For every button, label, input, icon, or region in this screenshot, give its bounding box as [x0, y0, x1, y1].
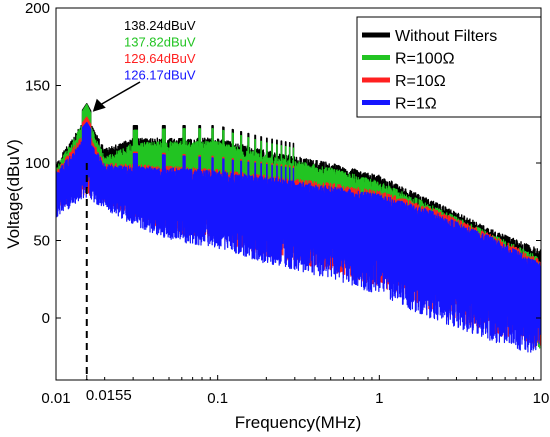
x-tick-label-2: 0.1 [207, 390, 228, 407]
legend-label-0: Without Filters [395, 28, 497, 45]
x-tick-label-4: 10 [533, 390, 550, 407]
annotation-value-2: 129.64dBuV [124, 51, 196, 66]
x-tick-label-1: 0.0155 [86, 387, 132, 404]
annotation-value-1: 137.82dBuV [124, 35, 196, 50]
y-tick-label-4: 200 [25, 0, 50, 17]
plot-frame [55, 7, 542, 381]
y-axis-title: Voltage(dBuV) [4, 139, 23, 249]
y-tick-label-0: 0 [42, 310, 50, 327]
annotation-arrow-shaft [98, 81, 141, 107]
legend: Without Filters R=100Ω R=10Ω R=1Ω [356, 16, 542, 118]
y-tick-label-2: 100 [25, 155, 50, 172]
x-axis-title: Frequency(MHz) [235, 413, 362, 432]
annotation-value-3: 126.17dBuV [124, 68, 196, 83]
y-tick-label-3: 150 [25, 78, 50, 95]
ticks-layer: 0 50 100 150 200 0.01 0.0155 0.1 1 10 [25, 0, 549, 407]
legend-label-1: R=100Ω [395, 51, 455, 68]
legend-label-2: R=10Ω [395, 73, 446, 90]
y-tick-label-1: 50 [33, 233, 50, 250]
x-tick-label-0: 0.01 [41, 390, 70, 407]
x-tick-label-3: 1 [375, 390, 383, 407]
annotation-arrowhead [92, 98, 106, 112]
series-layer [56, 103, 541, 353]
legend-label-3: R=1Ω [395, 96, 437, 113]
annotation-value-0: 138.24dBuV [124, 18, 196, 33]
series-line-3 [56, 121, 541, 353]
